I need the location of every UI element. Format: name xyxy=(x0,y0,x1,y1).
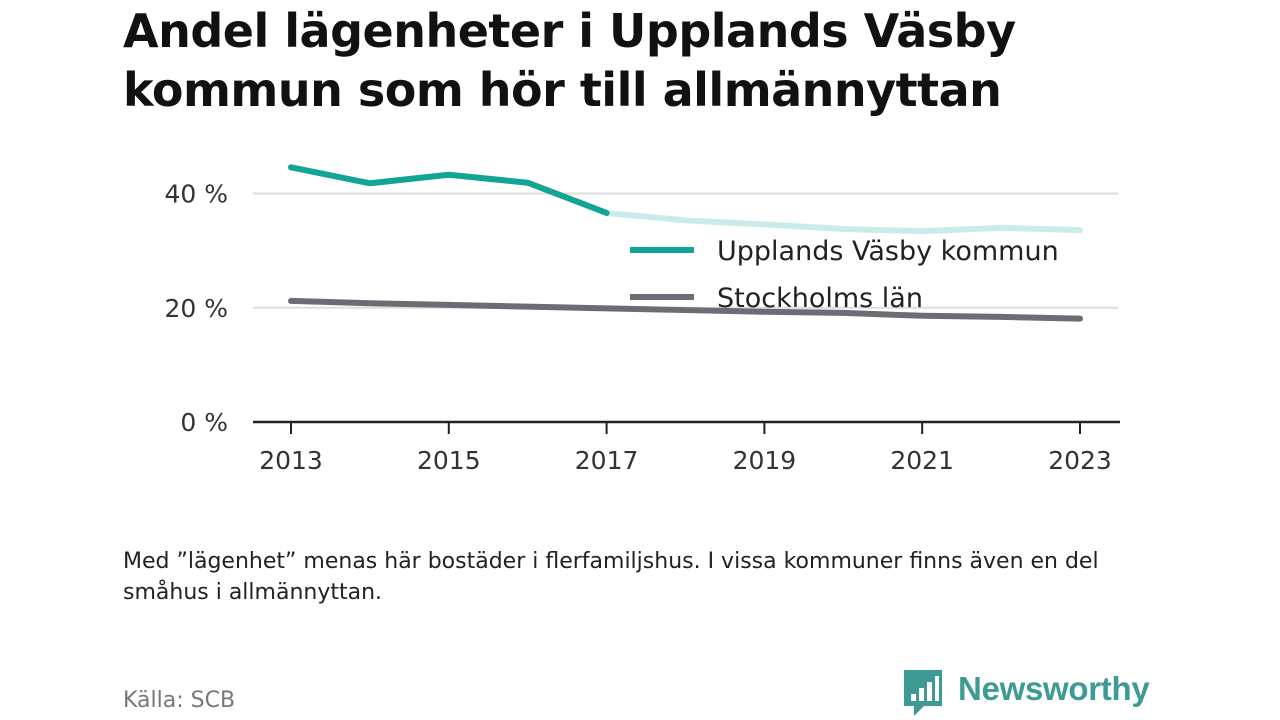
legend-item-upplands-vasby-label: Upplands Väsby kommun xyxy=(717,236,1059,267)
y-tick-label: 20 % xyxy=(164,294,228,323)
x-axis-tick-labels: 2013 2015 2017 2019 2021 2023 xyxy=(259,446,1112,475)
series-line-upplands-vasby-faded xyxy=(603,209,1083,235)
x-tick-label: 2015 xyxy=(417,446,481,475)
x-tick-label: 2019 xyxy=(733,446,797,475)
y-axis-tick-labels: 0 % 20 % 40 % xyxy=(164,180,228,437)
x-tick-label: 2023 xyxy=(1048,446,1112,475)
newsworthy-logo-icon xyxy=(904,670,942,716)
series-lines xyxy=(288,164,1083,322)
source-label: Källa: SCB xyxy=(123,688,236,713)
x-tick-label: 2021 xyxy=(890,446,954,475)
y-tick-label: 40 % xyxy=(164,180,228,209)
y-tick-label: 0 % xyxy=(180,408,228,437)
x-tick-label: 2017 xyxy=(575,446,639,475)
x-tick-label: 2013 xyxy=(259,446,323,475)
line-chart: 0 % 20 % 40 % 2013 2015 2017 2019 2021 2023 Upp… xyxy=(164,164,1120,475)
legend-item-stockholms-lan-label: Stockholms län xyxy=(717,283,923,314)
chart-title: Andel lägenheter i Upplands Väsby kommun… xyxy=(123,4,1016,117)
brand-name: Newsworthy xyxy=(958,670,1150,707)
series-line-upplands-vasby xyxy=(288,164,610,216)
chart-note: Med ”lägenhet” menas här bostäder i fler… xyxy=(123,549,1099,605)
series-line-stockholms-lan xyxy=(288,297,1083,322)
legend: Upplands Väsby kommun Stockholms län xyxy=(630,236,1059,314)
x-axis xyxy=(253,420,1120,434)
